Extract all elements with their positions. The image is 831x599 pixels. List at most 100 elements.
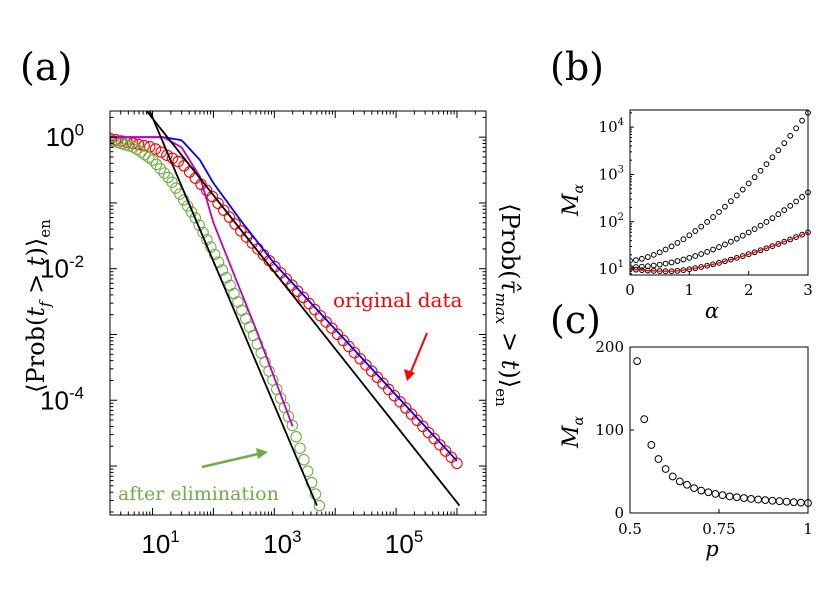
panel-a-series-0-point (422, 426, 435, 439)
panel-a-series-4-line (145, 111, 461, 507)
panel-b-series-0-point (633, 257, 639, 264)
panel-b-series-2-point (751, 249, 758, 256)
panel-b-series-0-point (745, 180, 752, 187)
panel-b-series-2-point (745, 251, 752, 258)
panel-b-series-0-point (638, 255, 645, 262)
panel-b-series-0-point (710, 214, 716, 220)
panel-a-series-1-point (205, 241, 217, 253)
panel-a-series-0-point (172, 155, 185, 168)
panel-b-series-0-point (668, 243, 675, 250)
panel-a-series-0-point (291, 285, 304, 297)
panel-b-series-0-point (692, 228, 699, 234)
panel-b-xtick-label: 2 (744, 281, 754, 299)
panel-b-xtick-label: 0 (625, 281, 635, 299)
panel-a-series-1-point (154, 162, 167, 175)
panel-b-series-0-point (787, 132, 794, 139)
panel-a-series-1-point (177, 194, 190, 206)
panel-a-series-0-point (343, 340, 355, 353)
panel-a-ticks: 101 103 105 100 10-2 10-4 (40, 111, 487, 559)
panel-a-series-0-point (428, 432, 440, 445)
panel-b-ylabel: Mα (559, 183, 587, 217)
panel-b-series-0-point (662, 246, 669, 253)
panel-b-series-1-point (769, 215, 776, 222)
panel-c-ylabel: Mα (559, 415, 587, 449)
panel-b-series-2-point (787, 236, 794, 243)
panel-a-series-1-point (286, 419, 298, 432)
panel-a-series-0-point (445, 451, 458, 463)
panel-a-series-0-point (206, 190, 219, 203)
panel-c-ytick-label: 100 (595, 421, 624, 439)
panel-b-series-1-point (656, 261, 663, 268)
arrow-original-data (404, 332, 428, 381)
panel-a-series-0-point (280, 273, 293, 285)
panel-b-series-0-point (722, 203, 728, 210)
panel-c-point (661, 465, 670, 473)
panel-c-ytick-label: 0 (614, 504, 624, 522)
panel-a-series-0-point (314, 310, 327, 322)
panel-b-series-1-point (757, 222, 764, 229)
annotation-after-elimination: after elimination (118, 483, 279, 505)
panel-a-series-0-point (286, 279, 298, 291)
panel-c-point (789, 498, 798, 507)
panel-a-series-0-point (200, 184, 213, 197)
panel-a-series-1-point (208, 248, 221, 261)
panel-a-series-1-point (313, 499, 326, 512)
panel-a-series-1-point (135, 146, 147, 158)
arrow-after-elimination (201, 448, 268, 469)
panel-b-series-2-point (733, 254, 740, 261)
panel-a-series-0-point (411, 414, 423, 427)
panel-b-series-1-point (638, 263, 645, 270)
panel-b-ticks: 0 1 2 3 101 102 103 104 (599, 112, 813, 299)
panel-a-series-1-point (185, 206, 198, 218)
panel-b-series-0-point (769, 154, 776, 161)
panel-b-series-0-point (686, 232, 693, 239)
panel-a-series-0-point (331, 328, 344, 341)
chart-panel-a: 101 103 105 100 10-2 10-4 ⟨Prob(tf > t)⟩en ⟨P… (22, 110, 524, 559)
panel-c-xtick-label: 1 (803, 520, 813, 538)
panel-a-ylabel-right: ⟨Prob(τ̂max > t)⟩en (492, 203, 524, 407)
panel-a-ytick-label: 10-4 (40, 383, 84, 415)
panel-a-series-0-point (371, 371, 384, 384)
panel-c-point (704, 488, 713, 497)
panel-b-series-1-point (793, 198, 800, 205)
panel-b-series-1-point (630, 264, 633, 271)
panel-b-series-1-point (781, 207, 788, 213)
panel-a-series-0-point (303, 297, 315, 310)
panel-b-marks (630, 109, 811, 275)
panel-a-series-0-point (337, 334, 349, 347)
panel-b-series-1-point (733, 235, 740, 242)
panel-c-point (675, 477, 684, 486)
panel-c-point (725, 492, 734, 501)
panel-c-point (740, 494, 748, 502)
panel-b-series-3-line (630, 231, 809, 272)
panel-c-point (796, 498, 805, 507)
panel-c-point (654, 455, 663, 463)
panel-c-point (782, 497, 791, 506)
panel-a-marks (110, 111, 463, 512)
panel-b-series-1-point (799, 194, 805, 200)
panel-b-ytick-label: 104 (599, 117, 624, 136)
panel-b-axes-box (629, 109, 809, 276)
panel-c-point (775, 497, 784, 506)
panel-b-series-2-point (793, 234, 800, 240)
panel-b-series-2-point (727, 256, 734, 263)
panel-b-series-1-point (698, 251, 705, 257)
panel-b-series-2-point (799, 231, 805, 238)
panel-c-point (633, 357, 642, 366)
panel-a-series-0-point (212, 197, 224, 210)
panel-a-series-1-point (309, 488, 322, 500)
panel-c-xlabel: p (705, 537, 718, 561)
panel-b-series-2-point (757, 247, 764, 254)
panel-b-series-0-point (775, 147, 782, 154)
panel-c-ticks: 0.5 0.75 1 0 100 200 (595, 338, 812, 538)
panel-a-series-0-point (138, 139, 150, 152)
annotation-original-data: original data (333, 288, 463, 312)
panel-c-point (732, 493, 741, 502)
panel-a-series-1-point (131, 143, 143, 156)
panel-b-series-1-point (662, 260, 669, 267)
panel-c-point (668, 472, 677, 481)
panel-a-series-1-point (166, 176, 178, 188)
panel-c-point (640, 415, 649, 424)
panel-b-series-0-point (763, 161, 770, 167)
